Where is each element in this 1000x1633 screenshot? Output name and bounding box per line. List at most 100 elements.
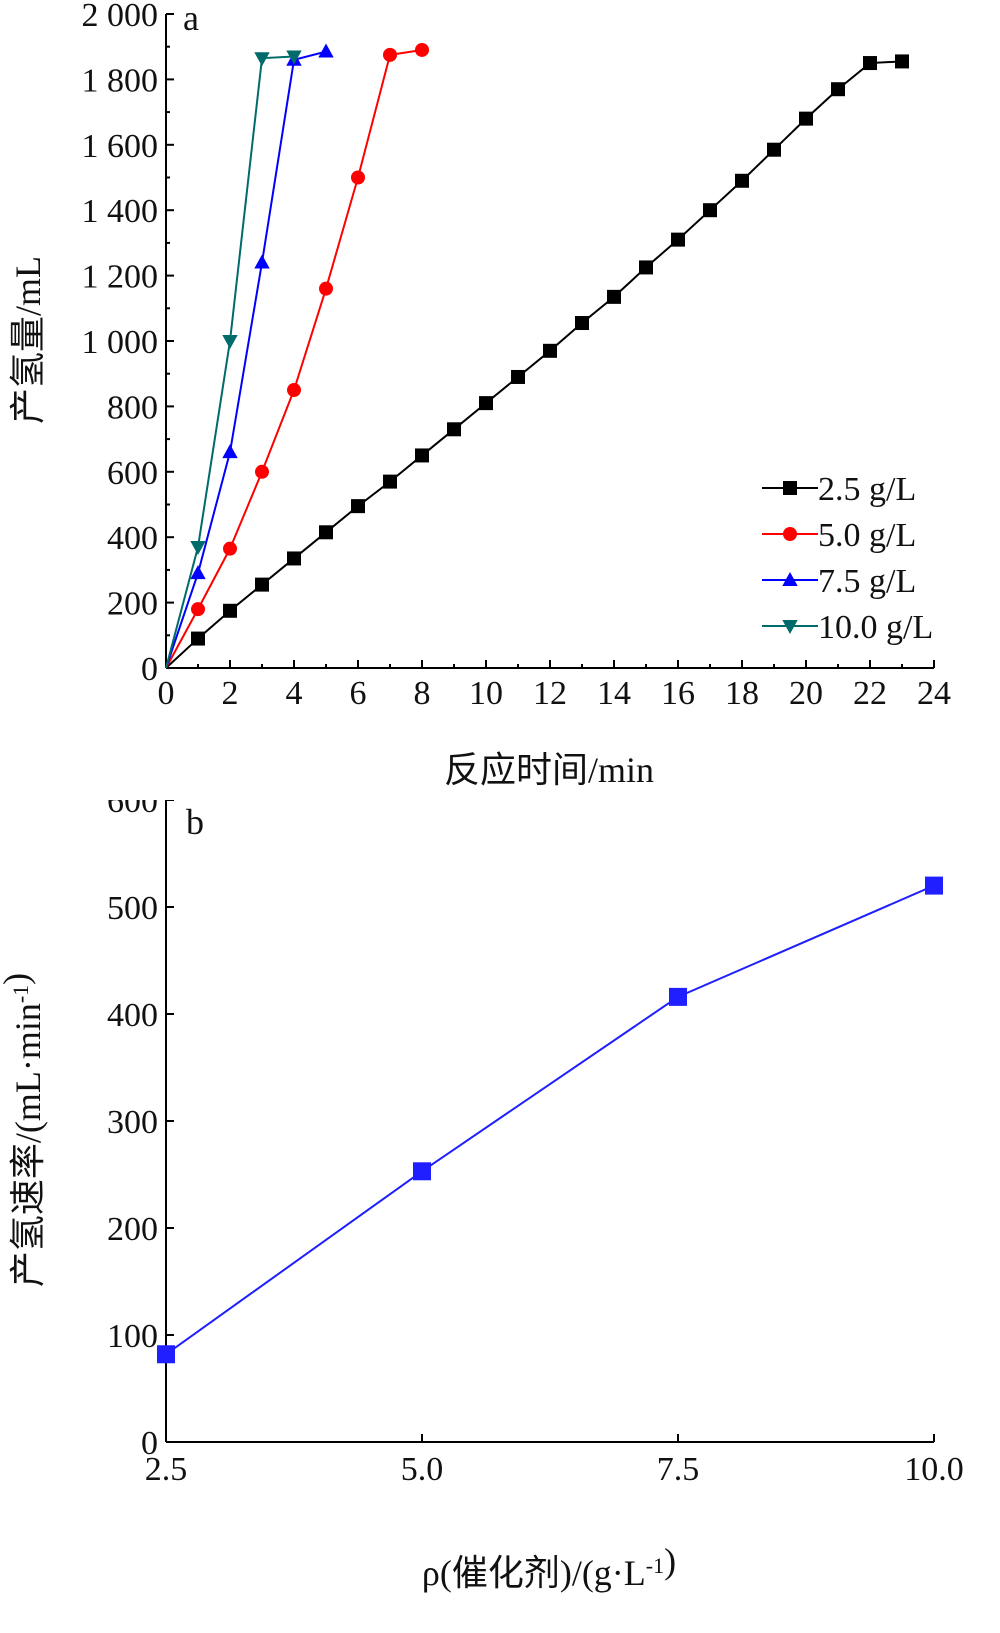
chart-b-x-tick-label: 2.5 bbox=[145, 1451, 188, 1488]
chart-a-series-line bbox=[165, 50, 327, 669]
chart-b-y-tick-label: 200 bbox=[107, 1211, 158, 1248]
chart-a-data-point bbox=[351, 170, 365, 185]
chart-a-series-4 bbox=[165, 50, 302, 669]
chart-b-panel-label: b bbox=[186, 802, 204, 842]
chart-a-legend-marker bbox=[782, 571, 798, 586]
chart-a-legend-marker bbox=[783, 481, 797, 495]
chart-a-legend-label: 2.5 g/L bbox=[818, 471, 916, 508]
chart-b-y-tick-label: 500 bbox=[107, 890, 158, 927]
chart-a-legend: 2.5 g/L 5.0 g/L 7.5 g/L 10.0 g/L bbox=[762, 471, 933, 646]
chart-a-data-point bbox=[383, 47, 397, 62]
chart-a-data-point bbox=[287, 551, 301, 566]
chart-b-series-line bbox=[165, 884, 935, 1356]
chart-a-data-point bbox=[863, 56, 877, 71]
chart-b-x-tick-label: 5.0 bbox=[401, 1451, 444, 1488]
chart-b-y-tick-label: 0 bbox=[141, 1425, 158, 1462]
chart-a-data-point bbox=[543, 343, 557, 358]
chart-a-data-point bbox=[639, 260, 653, 275]
chart-a-y-tick-label: 1 800 bbox=[82, 62, 159, 99]
chart-a-x-tick-label: 16 bbox=[661, 675, 695, 712]
chart-a-y-tick-label: 1 400 bbox=[82, 193, 159, 230]
chart-a-data-point bbox=[319, 525, 333, 540]
chart-b-y-tick-label: 100 bbox=[107, 1318, 158, 1355]
chart-a-data-point bbox=[255, 577, 269, 592]
chart-a-x-tick-label: 18 bbox=[725, 675, 759, 712]
chart-a-legend-entry: 10.0 g/L bbox=[762, 609, 933, 646]
chart-b: 2.5 5.0 7.5 10.0 0 100 200 300 400 500 600 b ρ(催化剂… bbox=[0, 800, 964, 1593]
chart-a-x-tick-label: 6 bbox=[350, 675, 367, 712]
chart-a-series-line bbox=[165, 55, 295, 669]
chart-b-series-1 bbox=[157, 876, 943, 1364]
chart-a-y-tick-label: 2 000 bbox=[82, 0, 159, 34]
chart-b-y-tick-label: 400 bbox=[107, 997, 158, 1034]
chart-a-data-point bbox=[351, 499, 365, 514]
chart-a-data-point bbox=[895, 54, 909, 69]
chart-a-data-point bbox=[575, 316, 589, 331]
chart-a-panel-label: a bbox=[183, 0, 199, 38]
chart-b-data-point bbox=[669, 987, 687, 1006]
chart-a-data-point bbox=[671, 232, 685, 247]
chart-b-data-point bbox=[925, 876, 943, 895]
chart-a-series-3 bbox=[165, 43, 334, 669]
chart-b-y-tick-label: 600 bbox=[107, 800, 158, 820]
chart-a-series-1 bbox=[165, 54, 909, 669]
chart-a-data-point bbox=[799, 111, 813, 126]
chart-a-series-line bbox=[165, 48, 423, 669]
chart-a-x-tick-label: 4 bbox=[286, 675, 303, 712]
chart-a-legend-label: 7.5 g/L bbox=[818, 563, 916, 600]
chart-a-data-point bbox=[254, 52, 270, 67]
chart-a-data-point bbox=[191, 602, 205, 617]
chart-a-data-point bbox=[222, 335, 238, 350]
chart-a-data-point bbox=[190, 541, 206, 556]
chart-a-y-tick-label: 800 bbox=[107, 389, 158, 426]
chart-a-data-point bbox=[831, 82, 845, 97]
chart-a-data-point bbox=[286, 50, 302, 65]
chart-a-legend-label: 10.0 g/L bbox=[818, 609, 933, 646]
chart-a-y-tick-label: 1 200 bbox=[82, 259, 159, 296]
chart-a-data-point bbox=[479, 396, 493, 411]
chart-a-data-point bbox=[223, 603, 237, 618]
chart-b-x-tick-label: 10.0 bbox=[904, 1451, 964, 1488]
chart-a-data-point bbox=[255, 464, 269, 479]
chart-a-data-point bbox=[319, 281, 333, 296]
chart-a-data-point bbox=[511, 369, 525, 384]
chart-a-x-tick-label: 8 bbox=[414, 675, 431, 712]
chart-a-y-tick-label: 400 bbox=[107, 520, 158, 557]
chart-a-data-point bbox=[222, 444, 238, 459]
chart-a-data-point bbox=[447, 422, 461, 437]
chart-a-data-point bbox=[767, 142, 781, 157]
chart-a-data-point bbox=[190, 565, 206, 580]
chart-a-y-tick-label: 1 000 bbox=[82, 324, 159, 361]
chart-a-legend-entry: 5.0 g/L bbox=[762, 517, 916, 554]
chart-a-y-tick-label: 0 bbox=[141, 651, 158, 688]
chart-a-x-tick-label: 24 bbox=[917, 675, 951, 712]
chart-a-data-point bbox=[318, 43, 334, 58]
chart-a-data-point bbox=[415, 448, 429, 463]
chart-b-y-axis-title: 产氢速率/(mL·min-1) bbox=[0, 973, 48, 1287]
chart-a-data-point bbox=[735, 173, 749, 188]
chart-a-series-layer bbox=[165, 42, 909, 669]
chart-a-legend-entry: 7.5 g/L bbox=[762, 563, 916, 600]
chart-b-x-tick-label: 7.5 bbox=[657, 1451, 700, 1488]
chart-a-y-tick-label: 600 bbox=[107, 455, 158, 492]
chart-a-x-tick-label: 2 bbox=[222, 675, 239, 712]
chart-a-data-point bbox=[415, 42, 429, 57]
chart-b-axes: 2.5 5.0 7.5 10.0 0 100 200 300 400 500 600 bbox=[107, 800, 964, 1488]
chart-b-data-point bbox=[157, 1345, 175, 1364]
chart-b-data-point bbox=[413, 1162, 431, 1181]
chart-a-series-2 bbox=[165, 42, 429, 669]
chart-a-legend-label: 5.0 g/L bbox=[818, 517, 916, 554]
chart-a-y-axis-title: 产氢量/mL bbox=[8, 256, 48, 424]
chart-b-series-layer bbox=[157, 876, 943, 1364]
chart-a-x-tick-label: 14 bbox=[597, 675, 631, 712]
chart-a-legend-entry: 2.5 g/L bbox=[762, 471, 916, 508]
chart-a-x-tick-label: 12 bbox=[533, 675, 567, 712]
chart-a-x-tick-label: 0 bbox=[158, 675, 175, 712]
chart-a-data-point bbox=[703, 203, 717, 218]
chart-a-y-tick-label: 1 600 bbox=[82, 128, 159, 165]
chart-a-x-tick-label: 10 bbox=[469, 675, 503, 712]
chart-a-data-point bbox=[287, 383, 301, 398]
chart-a-x-axis-title: 反应时间/min bbox=[444, 750, 654, 790]
